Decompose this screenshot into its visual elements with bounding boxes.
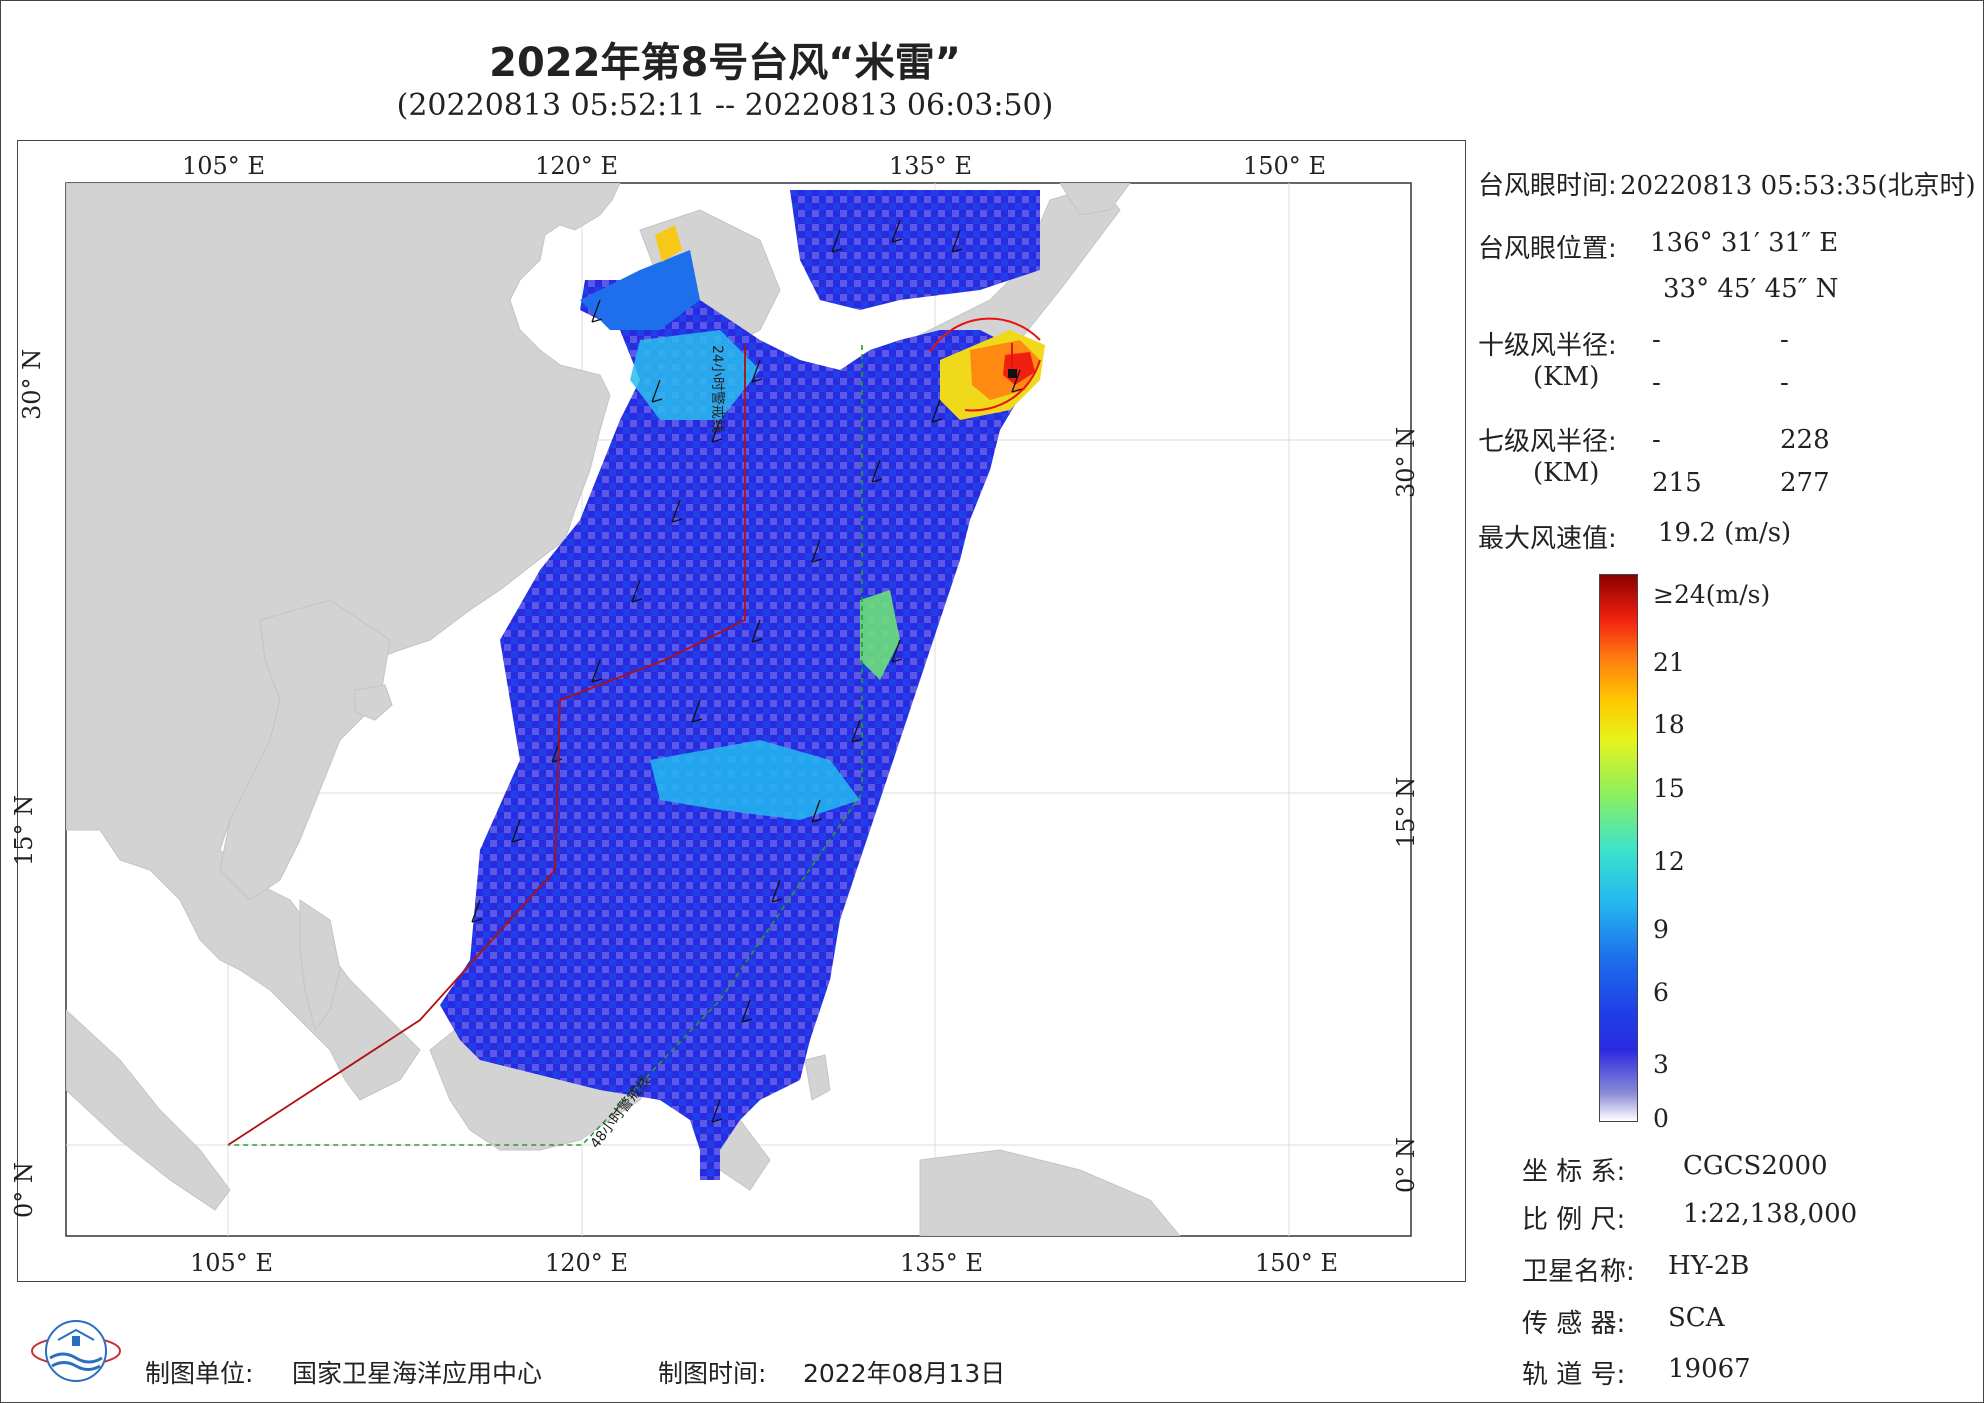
scale-label: 比 例 尺: xyxy=(1522,1205,1626,1235)
orbit-value: 19067 xyxy=(1668,1354,1751,1384)
wind-barbs xyxy=(471,219,1023,1123)
crs-value: CGCS2000 xyxy=(1683,1151,1828,1181)
land-sumatra xyxy=(66,1009,231,1211)
swath-north xyxy=(790,190,1040,310)
colorbar-tick-15: 15 xyxy=(1653,774,1685,803)
colorbar-tick-18: 18 xyxy=(1653,710,1685,739)
alert-line-48h xyxy=(228,345,863,1146)
eye-pos-label: 台风眼位置: xyxy=(1478,234,1617,264)
lat-tick-right-15: 15° N xyxy=(1392,776,1420,848)
storm-center xyxy=(929,317,1041,412)
colorbar-top-label: ≥24(m/s) xyxy=(1653,580,1771,609)
r10-value-2: - xyxy=(1780,325,1789,355)
r10-value-3: - xyxy=(1652,368,1661,398)
lat-tick-left-0: 0° N xyxy=(10,1162,38,1218)
eye-time-label: 台风眼时间: xyxy=(1478,171,1617,201)
wind-swath xyxy=(440,190,1045,1180)
r7-value-1: - xyxy=(1652,425,1661,455)
land-hainan xyxy=(354,684,393,721)
lon-tick-top-105: 105° E xyxy=(182,152,265,180)
r10-unit: (KM) xyxy=(1533,362,1600,392)
map-title: 2022年第8号台风“米雷” xyxy=(489,40,961,86)
land-hokkaido xyxy=(1059,183,1131,216)
land-indochina xyxy=(219,599,391,901)
alert-line-24h xyxy=(227,345,746,1146)
map-subtitle: (20220813 05:52:11 -- 20220813 06:03:50) xyxy=(396,88,1054,123)
land-malay xyxy=(299,899,341,1032)
satellite-value: HY-2B xyxy=(1668,1251,1750,1281)
swath-cyan-north xyxy=(630,330,760,420)
land-newguinea xyxy=(919,1149,1181,1236)
r10-value-4: - xyxy=(1780,368,1789,398)
colorbar-tick-0: 0 xyxy=(1653,1104,1669,1133)
swath-bohai xyxy=(580,250,700,330)
satellite-label: 卫星名称: xyxy=(1522,1257,1635,1287)
alert-24h-label: 24小时警戒线 xyxy=(709,345,725,433)
producer-label: 制图单位: xyxy=(145,1359,254,1388)
r7-value-2: 228 xyxy=(1780,425,1830,455)
colorbar-tick-3: 3 xyxy=(1653,1050,1669,1079)
eye-lat: 33° 45′ 45″ N xyxy=(1663,274,1839,304)
lat-tick-right-30: 30° N xyxy=(1392,426,1420,498)
colorbar-tick-9: 9 xyxy=(1653,915,1669,944)
max-wind-value: 19.2 (m/s) xyxy=(1658,518,1792,548)
sensor-value: SCA xyxy=(1668,1303,1725,1333)
lon-tick-top-135: 135° E xyxy=(889,152,972,180)
max-wind-label: 最大风速值: xyxy=(1478,524,1617,554)
land-halmahera xyxy=(804,1054,831,1101)
colorbar-tick-12: 12 xyxy=(1653,847,1685,876)
sensor-label: 传 感 器: xyxy=(1522,1309,1626,1339)
lat-tick-right-0: 0° N xyxy=(1392,1137,1420,1193)
lat-tick-left-30: 30° N xyxy=(18,348,46,420)
eye-time-value: 20220813 05:53:35(北京时) xyxy=(1620,171,1976,201)
lon-tick-bottom-105: 105° E xyxy=(190,1249,273,1277)
producer-value: 国家卫星海洋应用中心 xyxy=(292,1359,543,1388)
production-time-value: 2022年08月13日 xyxy=(803,1359,1006,1388)
lon-tick-bottom-150: 150° E xyxy=(1255,1249,1338,1277)
colorbar xyxy=(1599,574,1638,1122)
lon-tick-top-150: 150° E xyxy=(1243,152,1326,180)
r10-label: 十级风半径: xyxy=(1478,331,1617,361)
r7-unit: (KM) xyxy=(1533,458,1600,488)
lon-tick-bottom-120: 120° E xyxy=(545,1249,628,1277)
yellow-spot-bohai xyxy=(655,225,682,262)
colorbar-tick-6: 6 xyxy=(1653,978,1669,1007)
r7-value-3: 215 xyxy=(1652,468,1702,498)
map-frame xyxy=(17,140,1466,1282)
colorbar-tick-21: 21 xyxy=(1653,648,1685,677)
swath-green xyxy=(860,590,900,680)
swath-cyan-mid xyxy=(650,740,860,820)
r10-value-1: - xyxy=(1652,325,1661,355)
lat-tick-left-15: 15° N xyxy=(10,794,38,866)
orbit-label: 轨 道 号: xyxy=(1522,1360,1626,1390)
lon-tick-top-120: 120° E xyxy=(535,152,618,180)
r7-value-4: 277 xyxy=(1780,468,1830,498)
production-time-label: 制图时间: xyxy=(658,1359,767,1388)
eye-lon: 136° 31′ 31″ E xyxy=(1650,228,1839,258)
crs-label: 坐 标 系: xyxy=(1522,1157,1626,1187)
r7-label: 七级风半径: xyxy=(1478,427,1617,457)
nsoas-logo xyxy=(31,1320,121,1382)
swath-main xyxy=(440,280,1030,1180)
scale-value: 1:22,138,000 xyxy=(1683,1199,1858,1229)
lon-tick-bottom-135: 135° E xyxy=(900,1249,983,1277)
